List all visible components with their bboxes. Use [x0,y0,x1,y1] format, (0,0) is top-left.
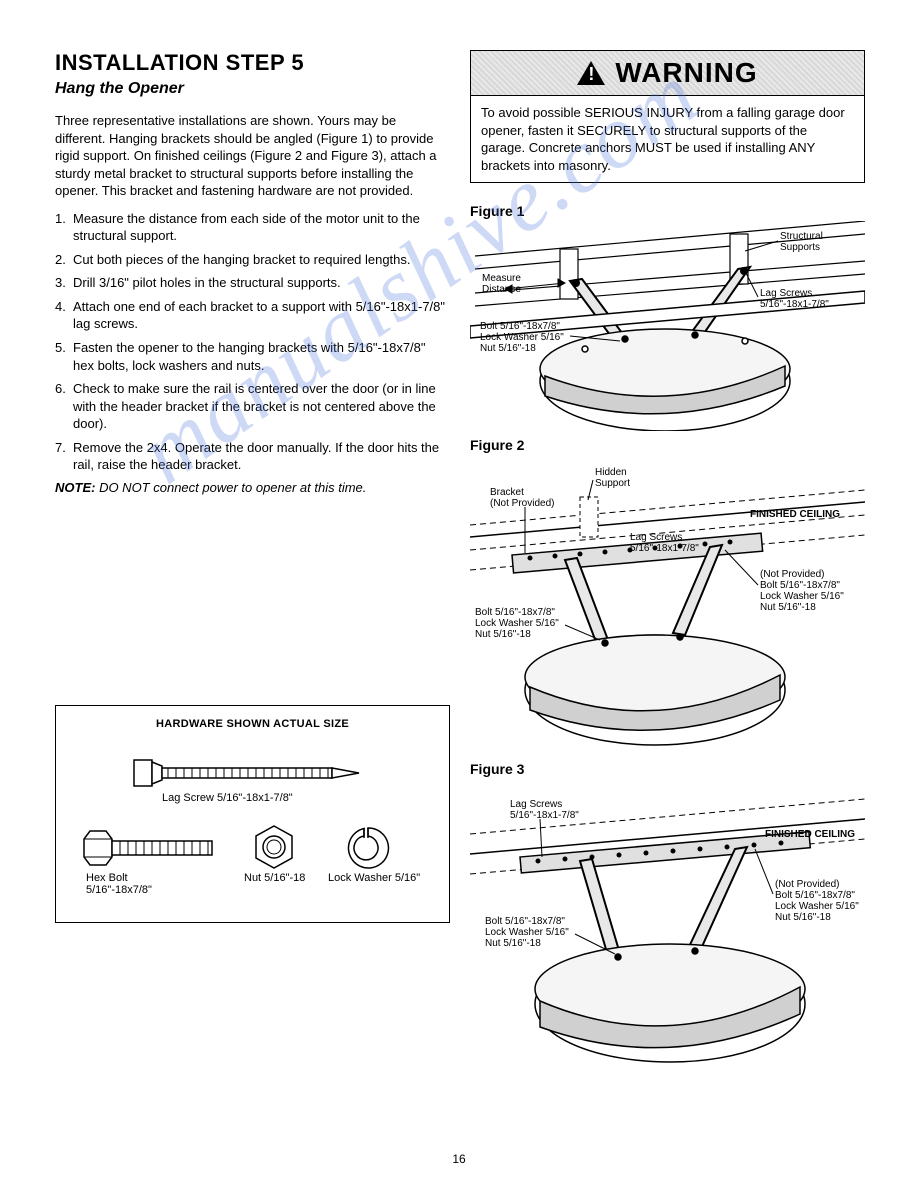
svg-text:Lock Washer 5/16": Lock Washer 5/16" [485,927,569,938]
step-item: 1.Measure the distance from each side of… [55,210,450,245]
warning-body: To avoid possible SERIOUS INJURY from a … [471,96,864,182]
svg-text:(Not Provided): (Not Provided) [490,498,554,509]
svg-text:Lag Screws: Lag Screws [630,532,682,543]
svg-text:FINISHED CEILING: FINISHED CEILING [765,829,855,840]
step-item: 6.Check to make sure the rail is centere… [55,380,450,433]
svg-text:Bolt 5/16"-18x7/8": Bolt 5/16"-18x7/8" [480,321,560,332]
svg-text:FINISHED CEILING: FINISHED CEILING [750,509,840,520]
svg-text:Lag Screws: Lag Screws [760,288,812,299]
step-item: 5.Fasten the opener to the hanging brack… [55,339,450,374]
svg-text:Bolt 5/16"-18x7/8": Bolt 5/16"-18x7/8" [760,580,840,591]
svg-text:Nut 5/16"-18: Nut 5/16"-18 [775,912,831,923]
hardware-box: HARDWARE SHOWN ACTUAL SIZE [55,705,450,923]
svg-text:Nut 5/16"-18: Nut 5/16"-18 [480,343,536,354]
note: NOTE: DO NOT connect power to opener at … [55,480,450,495]
svg-text:Lock Washer 5/16": Lock Washer 5/16" [480,332,564,343]
page-number: 16 [0,1152,918,1166]
svg-text:Distance: Distance [482,284,521,295]
warning-icon: ! [577,61,605,85]
lock-washer-label: Lock Washer 5/16" [328,872,420,884]
svg-text:Lock Washer 5/16": Lock Washer 5/16" [475,618,559,629]
svg-text:Lock Washer 5/16": Lock Washer 5/16" [775,901,859,912]
steps-list: 1.Measure the distance from each side of… [55,210,450,474]
step-item: 3.Drill 3/16" pilot holes in the structu… [55,274,450,292]
note-label: NOTE: [55,480,95,495]
figure-3-label: Figure 3 [470,761,865,777]
svg-text:Bolt 5/16"-18x7/8": Bolt 5/16"-18x7/8" [775,890,855,901]
svg-text:Lag Screws: Lag Screws [510,799,562,810]
svg-text:Nut 5/16"-18: Nut 5/16"-18 [485,938,541,949]
note-text: DO NOT connect power to opener at this t… [95,480,366,495]
svg-text:Nut 5/16"-18: Nut 5/16"-18 [760,602,816,613]
svg-text:5/16"-18x1-7/8": 5/16"-18x1-7/8" [510,810,579,821]
hardware-title: HARDWARE SHOWN ACTUAL SIZE [74,718,431,730]
svg-text:(Not Provided): (Not Provided) [760,569,824,580]
callout-structural: Structural [780,231,823,242]
figure-1-label: Figure 1 [470,203,865,219]
svg-text:(Not Provided): (Not Provided) [775,879,839,890]
step-item: 4.Attach one end of each bracket to a su… [55,298,450,333]
svg-text:Supports: Supports [780,242,820,253]
svg-text:Bracket: Bracket [490,487,524,498]
svg-text:Hidden: Hidden [595,467,627,478]
svg-text:Support: Support [595,478,630,489]
warning-box: ! WARNING To avoid possible SERIOUS INJU… [470,50,865,183]
warning-header: ! WARNING [471,51,864,96]
subtitle: Hang the Opener [55,80,450,98]
svg-text:5/16"-18x1-7/8": 5/16"-18x1-7/8" [760,299,829,310]
hex-bolt-label: Hex Bolt 5/16"-18x7/8" [86,872,152,896]
figure-3: Lag Screws 5/16"-18x1-7/8" FINISHED CEIL… [470,779,865,1079]
lag-screw-label: Lag Screw 5/16"-18x1-7/8" [162,792,293,804]
warning-title: WARNING [615,57,757,89]
svg-text:Nut 5/16"-18: Nut 5/16"-18 [475,629,531,640]
figure-2: Hidden Support Bracket (Not Provided) FI… [470,455,865,755]
figure-2-label: Figure 2 [470,437,865,453]
figure-1: Structural Supports Measure Distance Lag… [470,221,865,431]
intro-paragraph: Three representative installations are s… [55,112,450,200]
step-item: 7.Remove the 2x4. Operate the door manua… [55,439,450,474]
svg-text:5/16"-18x1-7/8": 5/16"-18x1-7/8" [630,543,699,554]
svg-text:Bolt 5/16"-18x7/8": Bolt 5/16"-18x7/8" [475,607,555,618]
page-title: INSTALLATION STEP 5 [55,50,450,76]
step-item: 2.Cut both pieces of the hanging bracket… [55,251,450,269]
svg-text:Bolt 5/16"-18x7/8": Bolt 5/16"-18x7/8" [485,916,565,927]
svg-text:Lock Washer 5/16": Lock Washer 5/16" [760,591,844,602]
nut-label: Nut 5/16"-18 [244,872,305,884]
svg-text:Measure: Measure [482,273,521,284]
